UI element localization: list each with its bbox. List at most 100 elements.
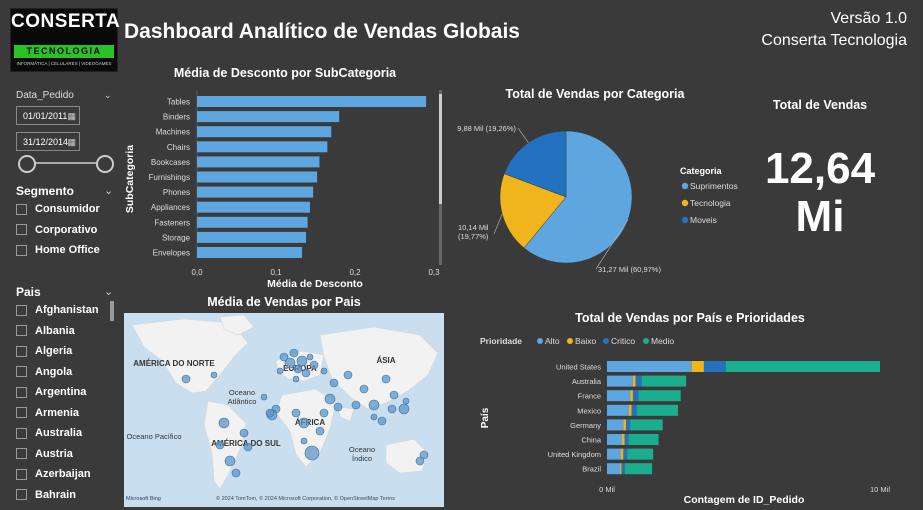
sales-bubble[interactable] — [306, 353, 314, 361]
sales-bubble[interactable] — [300, 437, 308, 445]
priority-bar-segment[interactable] — [632, 375, 636, 387]
checkbox[interactable] — [16, 203, 27, 215]
country-option[interactable]: Australia — [16, 423, 116, 444]
sales-bubble[interactable] — [279, 352, 289, 362]
country-option[interactable]: Afghanistan — [16, 300, 116, 321]
priority-bar-segment[interactable] — [691, 361, 704, 372]
discount-bar[interactable] — [197, 231, 307, 243]
priority-bar-segment[interactable] — [630, 390, 633, 402]
checkbox[interactable] — [16, 407, 27, 419]
sales-bubble[interactable] — [324, 393, 336, 405]
priority-bar-segment[interactable] — [624, 463, 653, 475]
chevron-down-icon[interactable]: ⌄ — [104, 286, 114, 298]
sales-bubble[interactable] — [359, 384, 369, 394]
priority-bar-segment[interactable] — [607, 434, 623, 445]
country-option[interactable]: Argentina — [16, 382, 116, 403]
sales-bubble[interactable] — [296, 355, 308, 367]
priority-bar-segment[interactable] — [620, 448, 624, 460]
sales-bubble[interactable] — [329, 378, 339, 388]
sales-bubble[interactable] — [293, 364, 303, 374]
priority-bar-segment[interactable] — [620, 463, 622, 475]
country-option[interactable]: Algeria — [16, 341, 116, 362]
sales-bubble[interactable] — [210, 371, 218, 379]
legend-label[interactable]: Moveis — [690, 215, 717, 225]
checkbox[interactable] — [16, 224, 27, 236]
sales-bubble[interactable] — [315, 426, 325, 436]
chevron-down-icon[interactable]: ⌄ — [104, 185, 114, 197]
sales-bubble[interactable] — [298, 417, 310, 429]
sales-bubble[interactable] — [351, 400, 361, 410]
priority-bar-segment[interactable] — [628, 404, 632, 416]
sales-bubble[interactable] — [218, 417, 230, 429]
priority-bar-segment[interactable] — [635, 375, 642, 387]
sales-bubble[interactable] — [319, 408, 329, 418]
checkbox[interactable] — [16, 244, 27, 256]
priority-bar-segment[interactable] — [626, 419, 631, 431]
discount-bar[interactable] — [197, 186, 314, 198]
priority-bar-segment[interactable] — [621, 463, 625, 475]
segment-option[interactable]: Consumidor — [16, 199, 116, 220]
priority-bar-segment[interactable] — [607, 463, 621, 475]
pie-slice[interactable] — [499, 173, 567, 249]
priority-bar-segment[interactable] — [607, 404, 629, 416]
discount-bar[interactable] — [197, 201, 310, 213]
legend-label[interactable]: Baixo — [575, 336, 597, 346]
country-option[interactable]: Bahrain — [16, 485, 116, 506]
sales-bubble[interactable] — [368, 399, 380, 411]
sales-bubble[interactable] — [381, 374, 391, 384]
segment-option[interactable]: Corporativo — [16, 220, 116, 241]
sales-bubble[interactable] — [224, 455, 236, 467]
sales-bubble[interactable] — [387, 404, 397, 414]
priority-bar-segment[interactable] — [607, 419, 624, 431]
discount-bar[interactable] — [197, 247, 303, 258]
checkbox[interactable] — [16, 468, 27, 480]
date-slider-start-handle[interactable] — [18, 155, 36, 173]
date-slider-end-handle[interactable] — [96, 155, 114, 173]
sales-bubble[interactable] — [265, 408, 275, 418]
sales-bubble[interactable] — [260, 393, 268, 401]
priority-bar-segment[interactable] — [630, 419, 663, 431]
discount-bar[interactable] — [197, 216, 308, 228]
priority-bar-segment[interactable] — [627, 448, 654, 460]
checkbox[interactable] — [16, 448, 27, 460]
checkbox[interactable] — [16, 366, 27, 378]
priority-bar-segment[interactable] — [628, 434, 659, 445]
chevron-down-icon[interactable]: ⌄ — [104, 90, 112, 100]
sales-bubble[interactable] — [415, 456, 425, 466]
priority-bar-segment[interactable] — [632, 390, 639, 402]
segment-option[interactable]: Home Office — [16, 240, 116, 261]
priority-bar-segment[interactable] — [622, 434, 625, 445]
sales-bubble[interactable] — [215, 440, 225, 450]
sales-bubble[interactable] — [276, 367, 284, 375]
checkbox[interactable] — [16, 489, 27, 501]
legend-label[interactable]: Suprimentos — [690, 181, 738, 191]
country-option[interactable]: Albania — [16, 321, 116, 342]
sales-bubble[interactable] — [309, 360, 319, 370]
sales-bubble[interactable] — [343, 370, 353, 380]
calendar-icon[interactable]: ▦ — [67, 111, 76, 121]
sales-bubble[interactable] — [289, 348, 299, 358]
discount-bar[interactable] — [197, 111, 340, 123]
sales-bubble[interactable] — [304, 445, 320, 461]
priority-bar-segment[interactable] — [623, 448, 628, 460]
priority-bar-segment[interactable] — [607, 390, 631, 402]
country-option[interactable]: Azerbaijan — [16, 464, 116, 485]
sales-bubble[interactable] — [402, 397, 410, 405]
discount-bar[interactable] — [197, 171, 318, 183]
priority-bar-segment[interactable] — [638, 390, 681, 402]
checkbox[interactable] — [16, 304, 27, 316]
legend-label[interactable]: Critico — [611, 336, 635, 346]
sales-bubble[interactable] — [291, 408, 301, 418]
priority-bar-segment[interactable] — [607, 361, 692, 372]
sales-bubble[interactable] — [239, 428, 249, 438]
country-option[interactable]: Angola — [16, 362, 116, 383]
end-date-field[interactable]: 31/12/2014 ▦ — [16, 132, 80, 151]
discount-bar[interactable] — [197, 141, 328, 153]
priority-bar-segment[interactable] — [623, 419, 627, 431]
sales-bubble[interactable] — [389, 390, 399, 400]
country-list-scrollbar[interactable] — [110, 301, 114, 321]
priority-bar-segment[interactable] — [607, 448, 621, 460]
date-slider-track[interactable] — [26, 162, 106, 164]
priority-bar-segment[interactable] — [624, 434, 629, 445]
checkbox[interactable] — [16, 345, 27, 357]
